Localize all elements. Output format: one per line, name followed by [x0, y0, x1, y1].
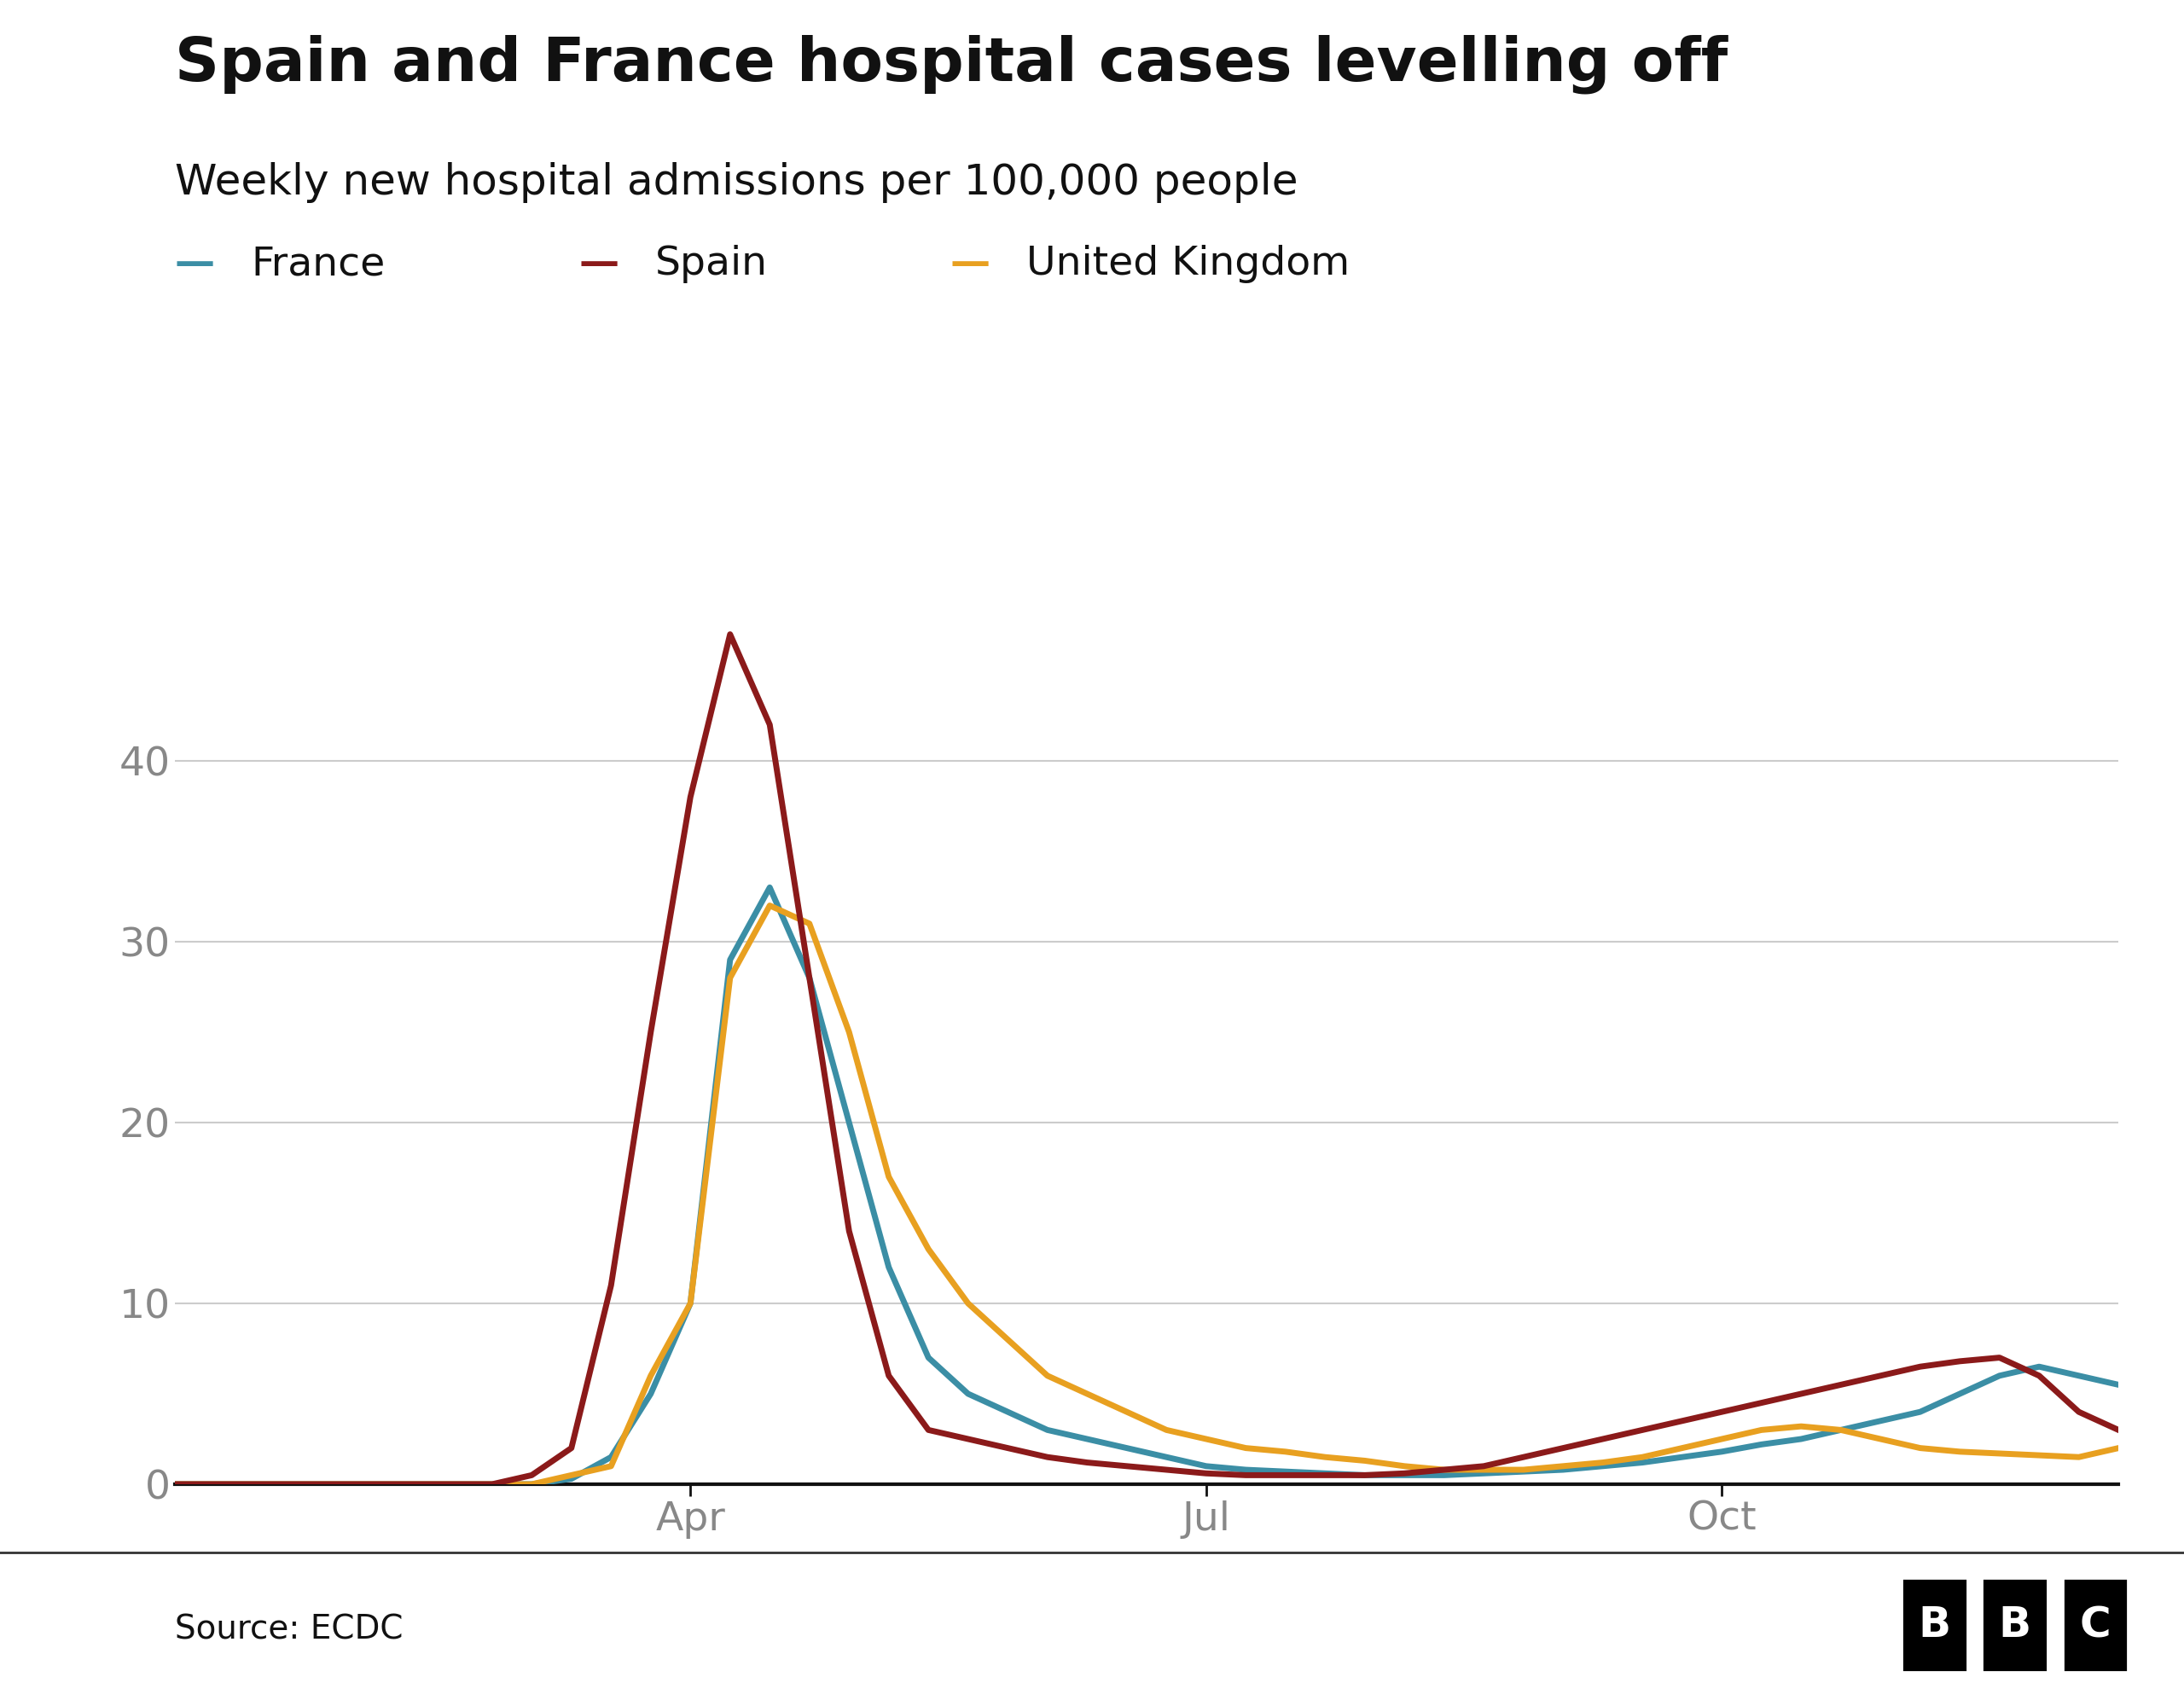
- Text: —: —: [175, 246, 214, 283]
- Text: Spain: Spain: [655, 246, 769, 283]
- Text: Spain and France hospital cases levelling off: Spain and France hospital cases levellin…: [175, 34, 1728, 94]
- Text: United Kingdom: United Kingdom: [1026, 246, 1350, 283]
- Text: Weekly new hospital admissions per 100,000 people: Weekly new hospital admissions per 100,0…: [175, 162, 1297, 203]
- Text: B: B: [1918, 1604, 1950, 1645]
- Text: B: B: [1998, 1604, 2031, 1645]
- Text: Source: ECDC: Source: ECDC: [175, 1614, 402, 1645]
- Bar: [2062, 1578, 2127, 1672]
- Bar: [1902, 1578, 1968, 1672]
- Bar: [1983, 1578, 2046, 1672]
- Text: —: —: [950, 246, 989, 283]
- Text: C: C: [2079, 1604, 2110, 1645]
- Text: France: France: [251, 246, 384, 283]
- Text: —: —: [579, 246, 618, 283]
